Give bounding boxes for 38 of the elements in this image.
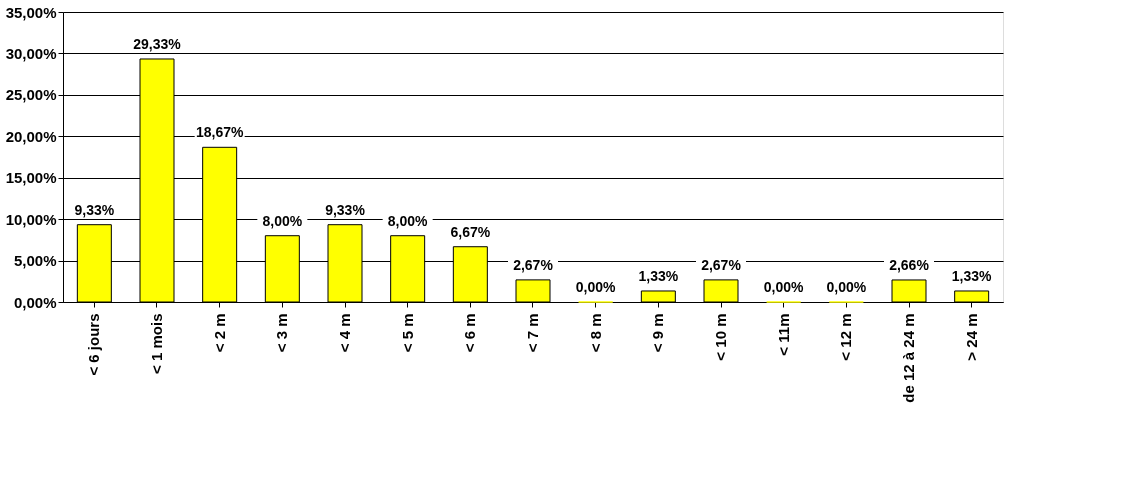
data-label: 0,00% [826,279,867,295]
x-tick-label: < 6 m [461,313,479,353]
x-tick-label: de 12 à 24 m [900,313,917,403]
x-tick-label: < 11m [774,313,792,356]
y-tick-label: 35,00% [5,3,57,21]
data-label: 9,33% [325,201,366,218]
x-tick-label: < 4 m [336,313,353,353]
x-tick-label: < 9 m [649,313,667,353]
data-label: 0,00% [763,279,805,295]
x-tick-label: < 5 m [398,313,416,353]
data-label: 18,67% [195,124,244,141]
data-label: 9,33% [74,201,115,218]
data-label: 0,00% [575,279,617,295]
data-label: 1,33% [638,267,679,284]
x-tick-label: < 3 m [273,313,291,353]
x-tick-label: < 7 m [524,313,541,353]
data-label: 6,67% [450,223,491,240]
data-label: 8,00% [262,212,303,229]
y-tick-label: 25,00% [5,86,57,104]
y-tick-label: 0,00% [13,293,57,311]
data-label: 1,33% [951,267,993,284]
y-tick-label: 5,00% [13,252,57,270]
x-tick-label: < 1 mois [148,313,165,374]
data-label: 2,67% [513,256,554,273]
x-tick-label: < 6 jours [85,313,103,376]
x-tick-label: < 10 m [712,313,729,361]
data-label: 8,00% [387,212,429,229]
x-tick-label: < 12 m [837,313,855,361]
data-label: 2,66% [889,256,930,273]
x-tick-label: < 8 m [586,313,604,353]
y-tick-label: 10,00% [5,210,57,228]
y-tick-label: 15,00% [5,169,57,187]
x-tick-label: < 2 m [210,313,228,353]
y-tick-label: 30,00% [5,44,57,62]
y-tick-label: 20,00% [5,127,57,145]
data-label: 29,33% [133,35,182,52]
data-label: 2,67% [701,256,742,273]
x-tick-label: > 24 m [962,313,980,361]
